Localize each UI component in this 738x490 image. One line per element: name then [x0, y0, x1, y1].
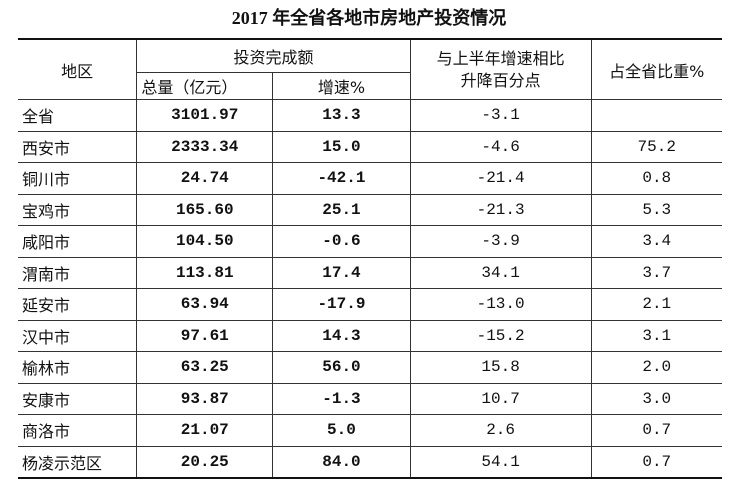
- value-cell: 20.25: [136, 445, 274, 479]
- value-cell: 165.60: [136, 193, 274, 226]
- region-cell: 铜川市: [18, 162, 138, 195]
- value-cell: -21.4: [409, 162, 592, 195]
- region-cell: 渭南市: [18, 256, 138, 289]
- value-cell: 84.0: [272, 445, 411, 479]
- header-line: 与上半年增速相比: [436, 48, 565, 68]
- header-line: 升降百分点: [460, 70, 541, 90]
- header-cell: 增速%: [272, 72, 411, 100]
- value-cell: 5.3: [590, 193, 722, 226]
- region-cell: 延安市: [18, 288, 138, 321]
- data-row: 渭南市 113.81 17.4 34.1 3.7: [18, 256, 722, 289]
- data-row: 宝鸡市 165.60 25.1 -21.3 5.3: [18, 193, 722, 226]
- region-cell: 咸阳市: [18, 225, 138, 258]
- region-cell: 杨凌示范区: [18, 445, 138, 479]
- value-cell: 2.6: [409, 414, 592, 447]
- data-row: 延安市 63.94 -17.9 -13.0 2.1: [18, 288, 722, 321]
- value-cell: 25.1: [272, 193, 411, 226]
- value-cell: 75.2: [590, 130, 722, 163]
- value-cell: 93.87: [136, 382, 274, 415]
- value-cell: -1.3: [272, 382, 411, 415]
- value-cell: -17.9: [272, 288, 411, 321]
- title: 2017 年全省各地市房地产投资情况: [231, 8, 507, 28]
- value-cell: 10.7: [409, 382, 592, 415]
- region-cell: 西安市: [18, 130, 138, 163]
- data-row: 商洛市 21.07 5.0 2.6 0.7: [18, 414, 722, 447]
- value-cell: 0.8: [590, 162, 722, 195]
- value-cell: -13.0: [409, 288, 592, 321]
- value-cell: 0.7: [590, 414, 722, 447]
- value-cell: [590, 99, 722, 132]
- region-cell: 全省: [18, 99, 138, 132]
- value-cell: -4.6: [409, 130, 592, 163]
- region-cell: 宝鸡市: [18, 193, 138, 226]
- value-cell: 97.61: [136, 319, 274, 352]
- header-cell: 占全省比重%: [590, 38, 722, 100]
- data-row: 汉中市 97.61 14.3 -15.2 3.1: [18, 319, 722, 352]
- value-cell: 56.0: [272, 351, 411, 384]
- data-row: 榆林市 63.25 56.0 15.8 2.0: [18, 351, 722, 384]
- value-cell: 3101.97: [136, 99, 274, 132]
- value-cell: 0.7: [590, 445, 722, 479]
- value-cell: 3.0: [590, 382, 722, 415]
- header-cell: 总量（亿元）: [136, 72, 274, 100]
- data-row: 西安市 2333.34 15.0 -4.6 75.2: [18, 130, 722, 163]
- value-cell: -3.9: [409, 225, 592, 258]
- value-cell: 5.0: [272, 414, 411, 447]
- value-cell: 24.74: [136, 162, 274, 195]
- value-cell: 113.81: [136, 256, 274, 289]
- region-cell: 安康市: [18, 382, 138, 415]
- value-cell: -42.1: [272, 162, 411, 195]
- data-row: 铜川市 24.74 -42.1 -21.4 0.8: [18, 162, 722, 195]
- value-cell: 34.1: [409, 256, 592, 289]
- value-cell: 3.7: [590, 256, 722, 289]
- value-cell: -3.1: [409, 99, 592, 132]
- value-cell: 2.1: [590, 288, 722, 321]
- header-cell: 投资完成额: [136, 38, 411, 73]
- header-cell: 地区: [18, 38, 138, 100]
- value-cell: -21.3: [409, 193, 592, 226]
- value-cell: 2333.34: [136, 130, 274, 163]
- value-cell: 63.94: [136, 288, 274, 321]
- value-cell: 104.50: [136, 225, 274, 258]
- value-cell: 14.3: [272, 319, 411, 352]
- value-cell: 3.4: [590, 225, 722, 258]
- region-cell: 汉中市: [18, 319, 138, 352]
- value-cell: -0.6: [272, 225, 411, 258]
- value-cell: 17.4: [272, 256, 411, 289]
- header-row: 总量（亿元） 增速%: [18, 72, 722, 100]
- value-cell: 63.25: [136, 351, 274, 384]
- header-row: 地区 投资完成额 与上半年增速相比 升降百分点 占全省比重%: [18, 38, 722, 100]
- value-cell: 54.1: [409, 445, 592, 479]
- value-cell: 3.1: [590, 319, 722, 352]
- value-cell: 2.0: [590, 351, 722, 384]
- data-row: 安康市 93.87 -1.3 10.7 3.0: [18, 382, 722, 415]
- value-cell: 21.07: [136, 414, 274, 447]
- data-table: 地区 投资完成额 与上半年增速相比 升降百分点 占全省比重% 总量（亿元） 增速% 全省 310…: [18, 38, 722, 479]
- region-cell: 商洛市: [18, 414, 138, 447]
- data-row: 全省 3101.97 13.3 -3.1: [18, 99, 722, 132]
- value-cell: -15.2: [409, 319, 592, 352]
- value-cell: 15.8: [409, 351, 592, 384]
- data-row: 咸阳市 104.50 -0.6 -3.9 3.4: [18, 225, 722, 258]
- region-cell: 榆林市: [18, 351, 138, 384]
- value-cell: 13.3: [272, 99, 411, 132]
- header-cell: 与上半年增速相比 升降百分点: [409, 38, 592, 100]
- data-row: 杨凌示范区 20.25 84.0 54.1 0.7: [18, 445, 722, 479]
- value-cell: 15.0: [272, 130, 411, 163]
